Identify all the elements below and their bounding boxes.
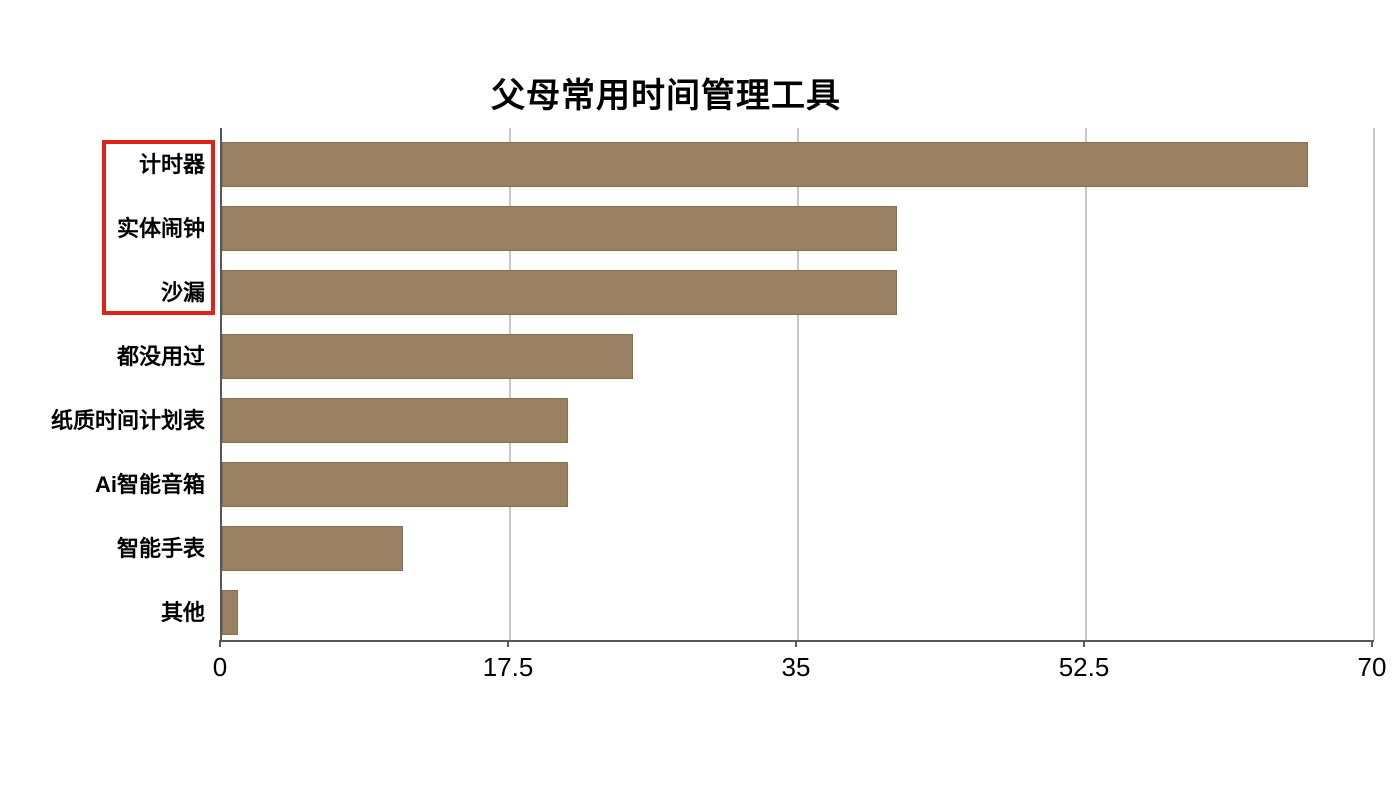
bar-智能手表 <box>222 526 404 571</box>
bar-计时器 <box>222 142 1309 187</box>
bar-实体闹钟 <box>222 206 897 251</box>
x-tick-label: 70 <box>1357 652 1387 682</box>
category-label: 都没用过 <box>116 344 205 369</box>
tick-mark <box>795 640 797 647</box>
x-tick-label: 17.5 <box>482 652 534 682</box>
gridline <box>1373 128 1375 640</box>
gridline <box>1085 128 1087 640</box>
category-label: 计时器 <box>138 152 205 177</box>
plot-area <box>220 128 1375 642</box>
category-label: 智能手表 <box>116 536 205 561</box>
x-tick-label: 0 <box>212 652 228 682</box>
tick-mark <box>1371 640 1373 647</box>
bar-沙漏 <box>222 270 897 315</box>
highlight-rectangle <box>102 140 215 315</box>
category-label: 纸质时间计划表 <box>50 408 205 433</box>
category-axis: 计时器实体闹钟沙漏都没用过纸质时间计划表 Ai智能音箱智能手表其他 <box>0 128 205 640</box>
gridline <box>797 128 799 640</box>
chart-title: 父母常用时间管理工具 <box>491 77 841 115</box>
x-tick-label: 52.5 <box>1058 652 1110 682</box>
bar-纸质时间计划表 <box>222 398 568 443</box>
category-label: 实体闹钟 <box>116 216 205 241</box>
bar-Ai智能音箱 <box>222 462 568 507</box>
bar-都没用过 <box>222 334 634 379</box>
category-label: Ai智能音箱 <box>94 472 205 497</box>
x-tick-label: 35 <box>781 652 811 682</box>
gridline <box>509 128 511 640</box>
tick-mark <box>219 640 221 647</box>
tick-mark <box>507 640 509 647</box>
category-label: 其他 <box>160 600 205 625</box>
bar-其他 <box>222 590 239 635</box>
category-label: 沙漏 <box>160 280 205 305</box>
tick-mark <box>1083 640 1085 647</box>
